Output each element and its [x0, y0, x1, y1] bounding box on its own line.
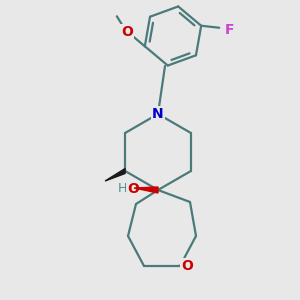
Text: H: H: [117, 182, 127, 196]
Text: O: O: [121, 25, 133, 39]
Polygon shape: [134, 187, 158, 193]
Text: F: F: [224, 23, 234, 37]
Text: O: O: [181, 259, 193, 273]
Text: O: O: [127, 182, 139, 196]
Polygon shape: [105, 169, 125, 181]
Text: N: N: [152, 107, 164, 121]
